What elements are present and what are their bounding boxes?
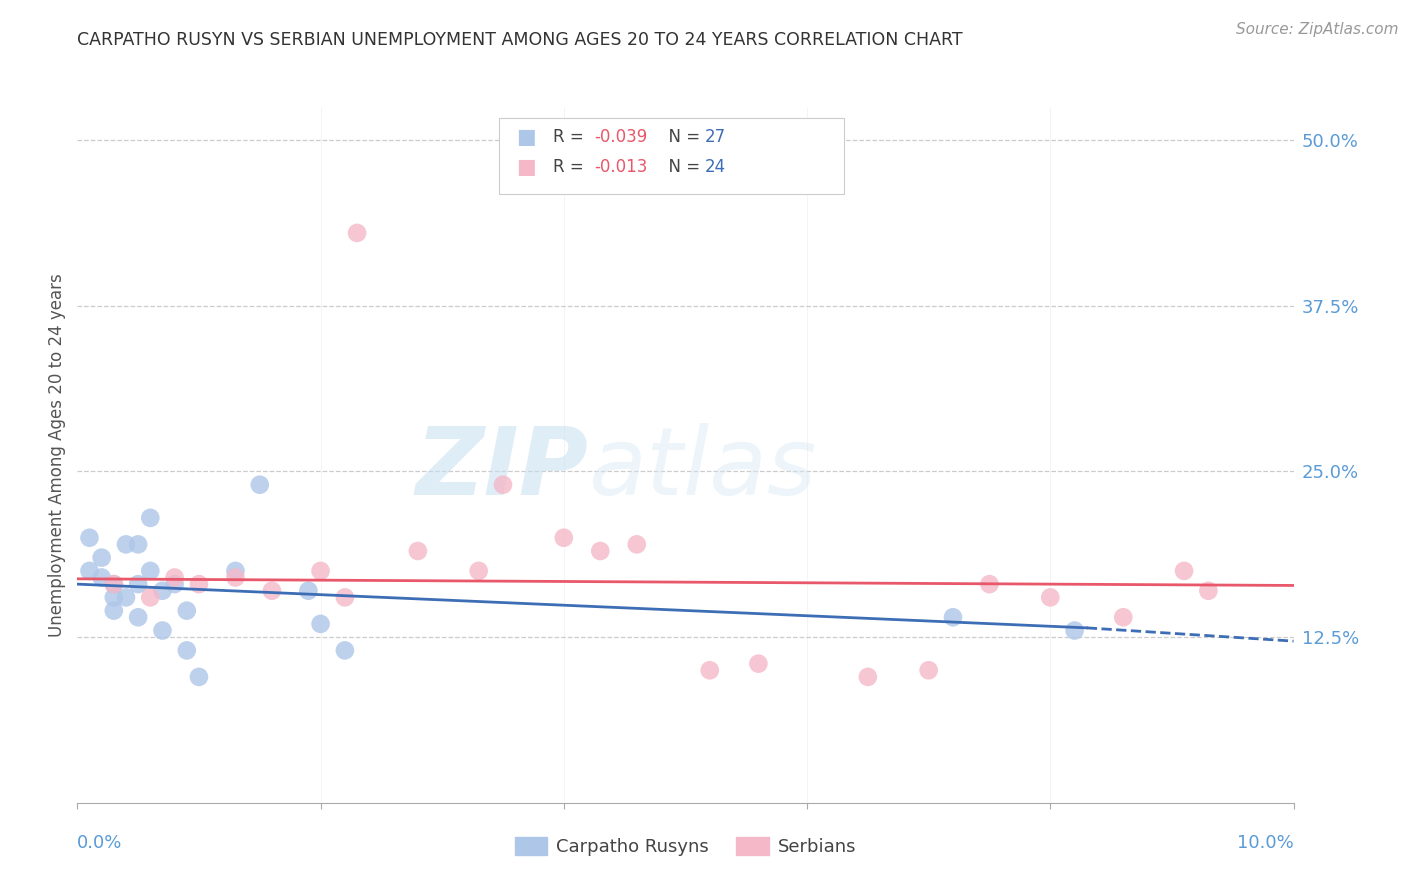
Point	[699, 663, 721, 677]
Text: -0.039: -0.039	[595, 128, 648, 146]
Point	[188, 670, 211, 684]
Point	[152, 583, 174, 598]
Point	[333, 643, 356, 657]
Point	[297, 583, 319, 598]
Point	[163, 570, 186, 584]
Point	[103, 577, 125, 591]
Point	[467, 564, 489, 578]
Point	[90, 550, 112, 565]
Point	[139, 564, 162, 578]
Point	[1112, 610, 1135, 624]
Point	[406, 544, 429, 558]
Point	[79, 531, 101, 545]
Point	[346, 226, 368, 240]
Text: N =: N =	[658, 128, 706, 146]
Text: -0.013: -0.013	[595, 158, 648, 176]
Point	[188, 577, 211, 591]
Point	[1197, 583, 1219, 598]
Point	[942, 610, 965, 624]
Text: ■: ■	[516, 128, 536, 147]
Point	[115, 537, 138, 551]
Text: N =: N =	[658, 158, 706, 176]
Point	[103, 577, 125, 591]
Point	[260, 583, 283, 598]
Point	[1039, 591, 1062, 605]
Text: Source: ZipAtlas.com: Source: ZipAtlas.com	[1236, 22, 1399, 37]
Text: ZIP: ZIP	[415, 423, 588, 515]
Text: atlas: atlas	[588, 424, 817, 515]
Point	[152, 624, 174, 638]
Point	[163, 577, 186, 591]
Point	[127, 577, 149, 591]
Point	[224, 570, 246, 584]
Point	[139, 511, 162, 525]
Point	[115, 591, 138, 605]
Point	[918, 663, 941, 677]
Point	[139, 591, 162, 605]
Point	[309, 564, 332, 578]
Text: 0.0%: 0.0%	[77, 834, 122, 852]
Text: 24: 24	[704, 158, 725, 176]
Point	[626, 537, 648, 551]
Point	[103, 604, 125, 618]
Point	[127, 537, 149, 551]
Point	[309, 616, 332, 631]
Point	[1063, 624, 1085, 638]
Text: 27: 27	[704, 128, 725, 146]
Point	[176, 604, 198, 618]
Point	[333, 591, 356, 605]
Text: R =: R =	[553, 128, 589, 146]
Point	[79, 564, 101, 578]
Point	[856, 670, 879, 684]
Y-axis label: Unemployment Among Ages 20 to 24 years: Unemployment Among Ages 20 to 24 years	[48, 273, 66, 637]
Point	[589, 544, 612, 558]
Text: CARPATHO RUSYN VS SERBIAN UNEMPLOYMENT AMONG AGES 20 TO 24 YEARS CORRELATION CHA: CARPATHO RUSYN VS SERBIAN UNEMPLOYMENT A…	[77, 31, 963, 49]
Point	[553, 531, 575, 545]
Point	[176, 643, 198, 657]
Point	[249, 477, 271, 491]
Text: 10.0%: 10.0%	[1237, 834, 1294, 852]
Point	[979, 577, 1001, 591]
Text: ■: ■	[516, 157, 536, 177]
Point	[103, 591, 125, 605]
Point	[492, 477, 515, 491]
Point	[747, 657, 769, 671]
Legend: Carpatho Rusyns, Serbians: Carpatho Rusyns, Serbians	[508, 830, 863, 863]
Point	[1173, 564, 1195, 578]
Point	[127, 610, 149, 624]
Point	[224, 564, 246, 578]
Point	[90, 570, 112, 584]
Text: R =: R =	[553, 158, 589, 176]
